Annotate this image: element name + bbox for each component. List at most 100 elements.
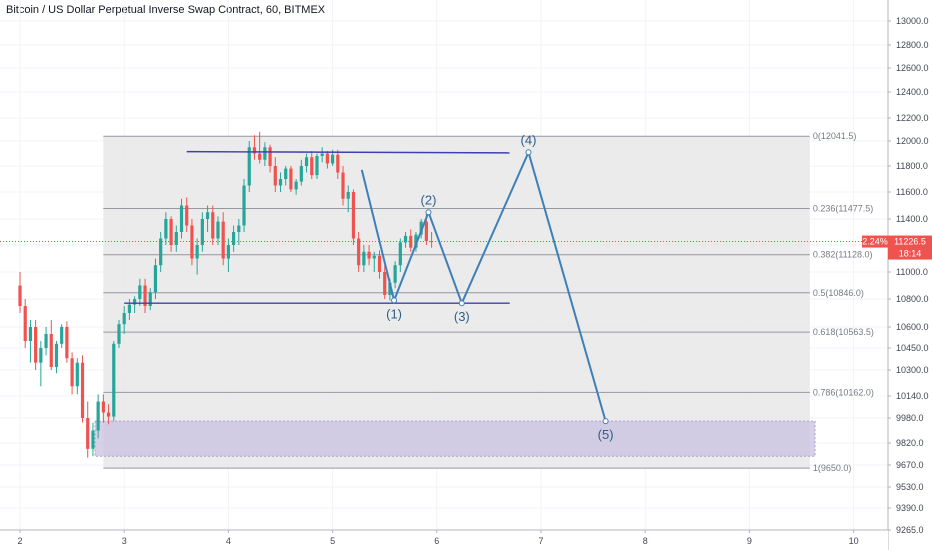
price-tick-label: 12800.0	[896, 40, 929, 50]
time-axis-bg	[0, 530, 888, 550]
price-tick-label: 12000.0	[896, 136, 929, 146]
candle-body	[331, 154, 335, 164]
price-tick-label: 10600.0	[896, 322, 929, 332]
channel-line	[186, 150, 510, 154]
candle-body	[320, 153, 324, 156]
candle-body	[205, 212, 210, 219]
candle-body	[336, 154, 340, 173]
candle-body	[34, 327, 38, 363]
last-price-tag: 2.24% 11226.5 18:14	[862, 235, 932, 260]
wave-path	[360, 149, 607, 422]
time-axis[interactable]: 2 3 4 5 6 7 8 9 10	[0, 529, 888, 550]
price-tick-label: 11800.0	[896, 161, 928, 171]
candle-body	[263, 147, 267, 160]
time-tick-label: 10	[849, 536, 859, 546]
candle-body	[273, 166, 277, 186]
fib-level-label: 1(9650.0)	[813, 463, 852, 473]
time-tick-label: 5	[330, 536, 335, 546]
elliott-wave[interactable]: (1) (2) (3) (4) (5)	[360, 132, 614, 442]
candle-body	[185, 205, 189, 226]
candles	[18, 131, 434, 458]
countdown-text: 18:14	[899, 249, 922, 259]
candle-body	[242, 185, 246, 226]
candle-body	[60, 327, 64, 344]
channel-lines[interactable]	[124, 150, 510, 304]
fib-level-label: 0(12041.5)	[813, 131, 857, 141]
candle-body	[18, 285, 22, 306]
candle-body	[195, 245, 199, 259]
candle-body	[200, 219, 204, 245]
time-tick-label: 3	[122, 536, 127, 546]
price-tick-label: 9265.0	[896, 525, 924, 535]
price-tick-label: 11600.0	[896, 187, 928, 197]
target-zone-rect	[94, 420, 816, 457]
target-zone[interactable]	[94, 420, 816, 457]
price-axis[interactable]: 13000.0 12800.0 12600.0 12400.0 12200.0 12000…	[887, 0, 932, 550]
candle-body	[268, 147, 272, 166]
candle-body	[211, 212, 215, 239]
change-text: 2.24%	[862, 237, 888, 247]
candle-body	[169, 219, 173, 245]
fib-level-label: 0.786(10162.0)	[813, 387, 874, 397]
change-badge	[862, 235, 888, 248]
wave-label: (3)	[454, 309, 470, 324]
wave-point	[602, 418, 609, 425]
candle-body	[304, 157, 309, 166]
candle-body	[44, 334, 48, 348]
wave-label: (2)	[421, 192, 437, 207]
time-tick-label: 4	[226, 536, 231, 546]
wave-point	[525, 149, 532, 156]
candle-body	[419, 221, 423, 235]
price-axis-bg	[888, 0, 932, 550]
time-tick-label: 8	[643, 536, 648, 546]
wave-label: (1)	[386, 306, 402, 321]
price-tick-label: 9980.0	[896, 413, 924, 423]
candle-body	[315, 156, 319, 176]
candle-body	[70, 358, 74, 387]
candle-body	[409, 235, 413, 248]
time-tick-label: 6	[434, 536, 439, 546]
candle-body	[393, 265, 397, 283]
price-tick-label: 9670.0	[896, 460, 924, 470]
candle-body	[96, 401, 100, 431]
candle-body	[122, 313, 126, 325]
candle-body	[247, 147, 251, 186]
price-tick-label: 12200.0	[896, 113, 929, 123]
candle-body	[258, 153, 262, 160]
candle-body	[403, 235, 408, 243]
chart-title: Bitcoin / US Dollar Perpetual Inverse Sw…	[6, 4, 326, 16]
candle-body	[148, 292, 152, 306]
candle-body	[398, 242, 402, 266]
price-tick-label: 9390.0	[896, 503, 924, 513]
candle-body	[65, 327, 69, 359]
candle-body	[226, 245, 230, 259]
candle-body	[91, 430, 95, 449]
candle-body	[367, 251, 371, 259]
price-tick-label: 12400.0	[896, 87, 929, 97]
candle-body	[28, 327, 33, 341]
price-tick-label: 10800.0	[896, 294, 929, 304]
candle-body	[117, 324, 121, 344]
candle-body	[232, 232, 236, 245]
candle-body	[278, 179, 283, 186]
price-tick-label: 9530.0	[896, 482, 924, 492]
candle-body	[284, 168, 288, 179]
candle-body	[127, 304, 132, 313]
candle-body	[310, 157, 314, 176]
price-tick-label: 10140.0	[896, 391, 929, 401]
price-tick-label: 11400.0	[896, 214, 928, 224]
candle-body	[153, 265, 158, 293]
candle-body	[414, 234, 418, 248]
candle-body	[351, 192, 356, 239]
candle-body	[372, 255, 376, 259]
fibonacci-retracement[interactable]: 0(12041.5) 0.236(11477.5) 0.382(11128.0) 0.…	[103, 131, 874, 473]
candle-body	[138, 285, 142, 299]
candle-body	[388, 282, 392, 295]
price-tick-label: 9820.0	[896, 438, 924, 448]
candle-body	[289, 168, 293, 190]
candle-body	[23, 306, 27, 341]
wave-label: (4)	[521, 132, 537, 147]
fib-level-label: 0.5(10846.0)	[813, 288, 864, 298]
candle-body	[143, 285, 147, 306]
